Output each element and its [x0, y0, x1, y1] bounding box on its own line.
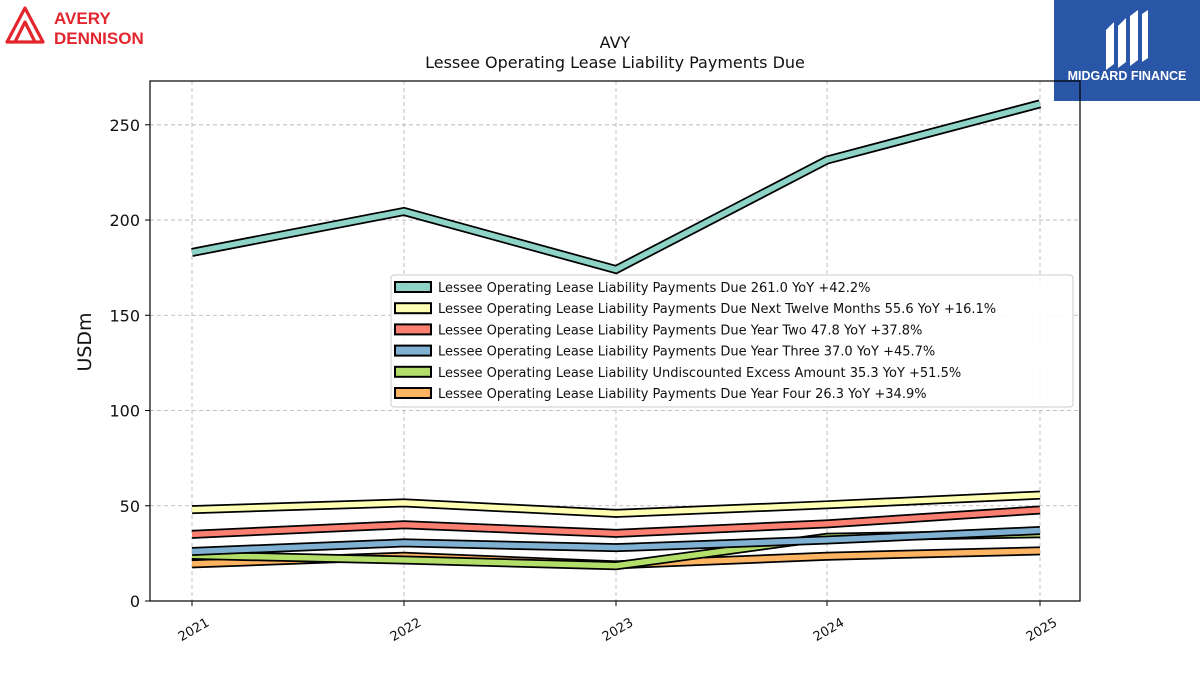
y-tick-label: 150 — [109, 306, 140, 325]
legend-entry: Lessee Operating Lease Liability Payment… — [438, 302, 996, 317]
legend-entry: Lessee Operating Lease Liability Payment… — [438, 345, 935, 360]
chart-subtitle: Lessee Operating Lease Liability Payment… — [425, 53, 805, 72]
legend: Lessee Operating Lease Liability Payment… — [390, 274, 1074, 408]
legend-swatch — [394, 344, 432, 357]
legend-entry: Lessee Operating Lease Liability Payment… — [438, 281, 871, 296]
midgard-finance-logo: MIDGARD FINANCE — [1054, 0, 1200, 101]
x-tick-label: 2025 — [1024, 615, 1060, 645]
legend-entry: Lessee Operating Lease Liability Payment… — [438, 323, 922, 338]
avery-dennison-logo: AVERY DENNISON — [5, 6, 144, 48]
series-line — [191, 507, 1041, 538]
y-tick-label: 0 — [130, 592, 140, 611]
midgard-logo-mark-icon — [1106, 10, 1148, 70]
legend-swatch — [394, 281, 432, 293]
legend-entry: Lessee Operating Lease Liability Payment… — [438, 387, 927, 402]
y-axis: 0 50 100 150 200 250 — [109, 116, 150, 611]
series-lines — [191, 99, 1042, 571]
x-tick-label: 2022 — [388, 615, 424, 645]
y-tick-label: 250 — [109, 116, 140, 135]
legend-swatch — [394, 302, 432, 315]
avery-logo-mark-icon — [5, 6, 45, 44]
legend-swatch — [394, 387, 432, 399]
y-tick-label: 200 — [109, 211, 140, 230]
series-line — [191, 101, 1041, 273]
avery-logo-line1: AVERY — [54, 9, 111, 28]
plot-frame — [149, 80, 1081, 602]
avery-logo-line2: DENNISON — [54, 29, 144, 48]
x-tick-label: 2024 — [811, 615, 847, 645]
y-axis-label: USDm — [74, 312, 96, 371]
chart-title: AVY — [600, 33, 631, 52]
series-line — [191, 527, 1041, 555]
legend-swatch — [394, 365, 432, 378]
legend-swatch — [394, 323, 432, 336]
y-tick-label: 50 — [120, 497, 140, 516]
x-tick-label: 2021 — [176, 615, 212, 645]
legend-entry: Lessee Operating Lease Liability Undisco… — [438, 366, 961, 381]
legend-box — [390, 274, 1074, 408]
midgard-logo-text: MIDGARD FINANCE — [1068, 69, 1187, 83]
x-tick-label: 2023 — [600, 615, 636, 645]
series-line — [191, 492, 1041, 517]
x-axis: 2021 2022 2023 2024 2025 — [176, 601, 1060, 645]
y-tick-label: 100 — [109, 402, 140, 421]
